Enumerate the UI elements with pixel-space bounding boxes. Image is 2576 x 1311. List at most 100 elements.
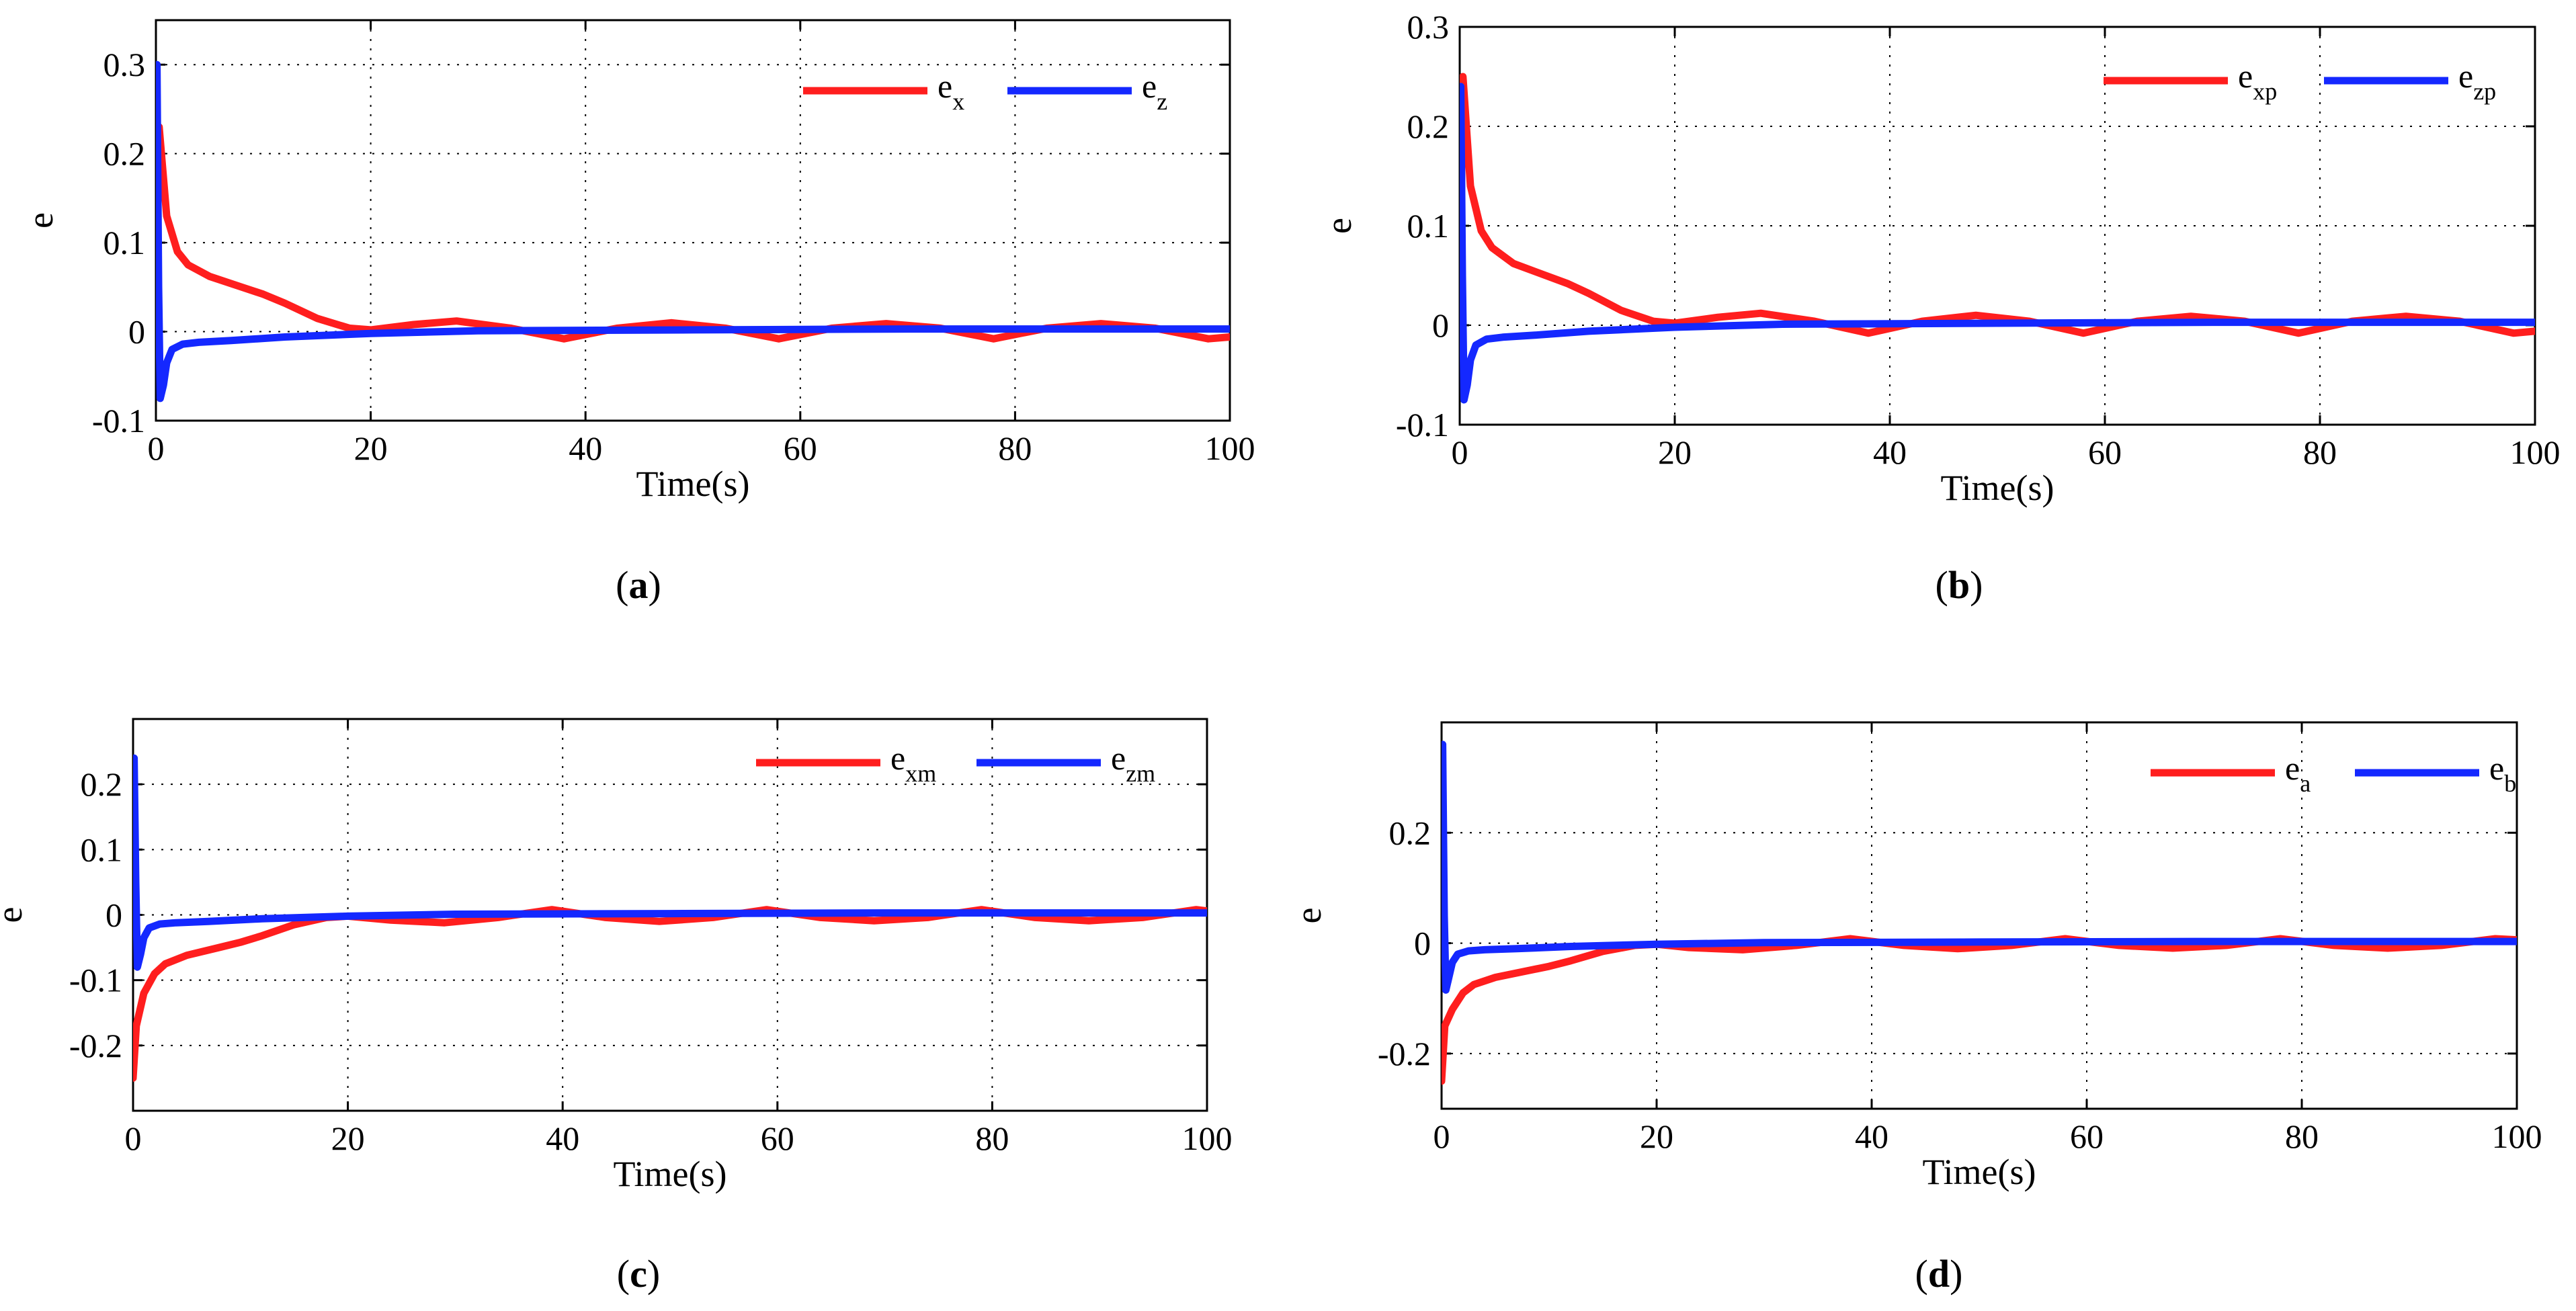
x-tick-label: 0 [125,1119,142,1157]
y-tick-label: 0 [128,313,145,351]
y-tick-label: 0.2 [1389,814,1431,851]
series-line-e-zp [1460,83,2535,404]
x-tick-label: 80 [975,1119,1009,1157]
panel-caption: (a) [616,563,661,607]
legend-label: exp [2238,57,2277,105]
caption-letter: d [1928,1252,1950,1296]
panel-caption: (c) [617,1252,660,1296]
legend-label-main: e [2285,749,2300,787]
legend-label-subscript: zm [1126,760,1155,787]
caption-paren-open: ( [616,563,628,607]
y-tick-label: 0.1 [1407,207,1450,245]
legend-label-subscript: xm [905,760,936,787]
series-group [133,754,1207,1082]
caption-letter: c [630,1252,647,1296]
x-tick-label: 0 [1452,433,1468,471]
x-axis-label: Time(s) [1940,468,2054,508]
y-tick-label: -0.1 [92,402,145,439]
caption-letter: a [629,563,649,607]
legend-label: ezp [2458,57,2496,105]
x-tick-label: 0 [148,429,165,467]
legend-label-main: e [2458,57,2473,95]
y-axis-label: e [1288,908,1329,924]
series-group [1442,741,2517,1085]
legend-label: eb [2489,749,2516,797]
x-tick-label: 100 [2492,1117,2542,1155]
x-tick-label: 40 [546,1119,579,1157]
x-tick-label: 80 [2303,433,2337,471]
y-tick-label: 0.3 [1407,8,1450,46]
x-axis-label: Time(s) [636,464,749,504]
y-tick-label: 0.1 [103,224,146,261]
y-tick-label: 0 [1414,925,1431,962]
x-tick-label: 60 [784,429,817,467]
x-tick-label: 40 [569,429,602,467]
legend-label-main: e [938,67,952,105]
legend-label-subscript: z [1157,88,1167,115]
caption-paren-close: ) [1950,1252,1962,1296]
x-tick-label: 100 [1205,429,1255,467]
series-group [1460,73,2535,404]
caption-paren-close: ) [647,1252,660,1296]
plot-area [155,19,1231,422]
legend-label: ez [1142,67,1167,115]
series-line-e-b [1442,741,2517,994]
series-line-e-zm [133,754,1207,971]
panel-caption: (d) [1915,1252,1963,1296]
x-tick-label: 60 [2070,1117,2104,1155]
panel-caption: (b) [1936,563,1983,607]
legend-label: exm [890,739,936,787]
legend-label-main: e [890,739,905,777]
x-axis-label: Time(s) [613,1154,726,1194]
panel-c: 020406080100-0.2-0.100.10.2Time(s)eexmez… [0,718,1233,1296]
y-tick-label: 0.2 [81,765,123,803]
x-tick-label: 60 [761,1119,794,1157]
legend-label: ea [2285,749,2311,797]
caption-paren-open: ( [1915,1252,1928,1296]
legend-label-subscript: x [952,88,964,115]
y-tick-label: 0.1 [81,831,123,868]
legend-label: ezm [1111,739,1155,787]
y-tick-label: 0.2 [1407,108,1450,145]
x-tick-label: 80 [2285,1117,2319,1155]
x-tick-label: 60 [2088,433,2122,471]
x-tick-label: 100 [2510,433,2561,471]
y-tick-label: 0 [1432,306,1449,344]
y-axis-label: e [1319,218,1359,234]
plot-area [1440,721,2518,1110]
x-tick-label: 20 [354,429,388,467]
x-tick-label: 40 [1873,433,1907,471]
caption-paren-open: ( [1936,563,1948,607]
legend-label-subscript: a [2300,770,2311,797]
x-tick-label: 40 [1855,1117,1888,1155]
y-axis-label: e [20,212,60,228]
x-tick-label: 100 [1182,1119,1233,1157]
legend: exm ezm [756,739,1155,787]
legend: exp ezp [2104,57,2496,105]
legend-label: ex [938,67,964,115]
legend-label-main: e [1111,739,1126,777]
caption-letter: b [1948,563,1970,607]
series-line-e-z [156,60,1230,403]
x-tick-label: 20 [1640,1117,1673,1155]
x-tick-label: 20 [331,1119,365,1157]
y-tick-label: 0.2 [103,135,146,173]
x-tick-label: 0 [1434,1117,1450,1155]
legend-label-subscript: xp [2253,78,2277,105]
y-tick-label: -0.2 [1378,1035,1431,1072]
legend: ex ez [803,67,1167,115]
legend-label-subscript: b [2504,770,2516,797]
caption-paren-open: ( [617,1252,630,1296]
y-tick-label: 0 [106,896,122,934]
y-tick-label: -0.2 [69,1027,122,1064]
y-tick-label: -0.1 [69,962,122,999]
legend: ea eb [2151,749,2516,797]
caption-paren-close: ) [649,563,661,607]
legend-label-main: e [2238,57,2253,95]
caption-paren-close: ) [1970,563,1983,607]
x-tick-label: 80 [998,429,1032,467]
